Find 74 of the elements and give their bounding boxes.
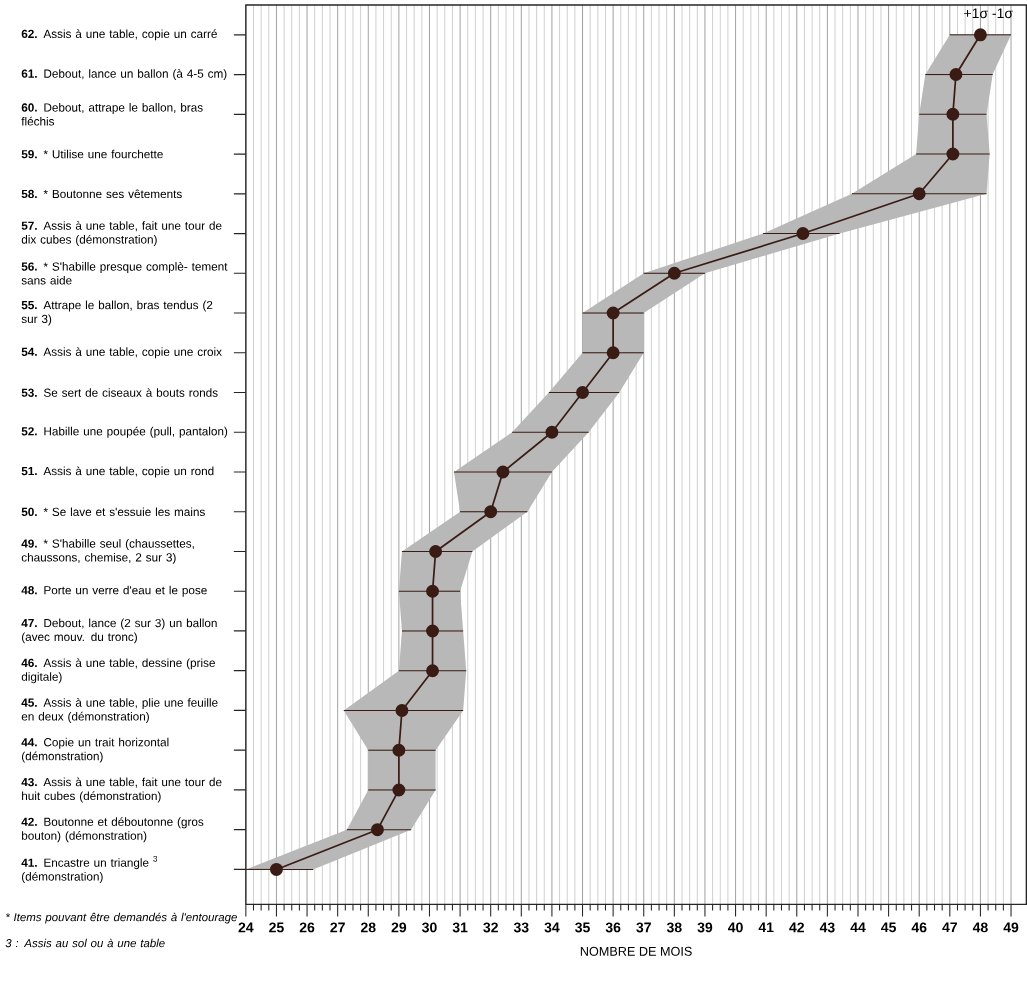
x-tick-label: 33 [513, 922, 529, 933]
x-tick-label: 45 [881, 922, 896, 933]
y-tick-label: 45. Assis à une table, plie une feuille en deux (démonstration) [21, 697, 218, 723]
x-tick-label: 29 [391, 922, 407, 933]
x-tick-label: 24 [238, 922, 254, 933]
point [946, 107, 960, 121]
point [426, 584, 440, 598]
point [912, 187, 926, 201]
y-tick-label: 54. Assis à une table, copie une croix [21, 347, 222, 359]
point [392, 743, 406, 757]
x-tick-label: 49 [1003, 922, 1019, 933]
text: * Items pouvant être demandés à l'entourage [5, 912, 237, 924]
point [429, 544, 443, 558]
y-tick-label: 50.* Se lave et s'essuie les mains [21, 507, 205, 516]
y-tick-label: 44. Copie un trait horizontal (démonstration) [21, 737, 169, 763]
x-tick-label: 42 [789, 922, 804, 933]
category-label: 41. Encastre un triangle $^{3}$ (démonstration) [21, 855, 158, 883]
x-tick-label: 31 [452, 922, 468, 933]
point [545, 425, 559, 439]
x-tick-label: 35 [575, 922, 590, 933]
point [973, 28, 987, 42]
y-tick-label: 52. Habille une poupée (pull, pantalon) [21, 426, 228, 438]
point [426, 624, 440, 638]
y-tick-label: 58.* Boutonne ses vêtements [21, 189, 182, 198]
point [946, 147, 960, 161]
point [392, 783, 406, 797]
x-tick-label: 37 [636, 922, 651, 933]
point [796, 226, 810, 240]
point [484, 505, 498, 519]
point [606, 346, 620, 360]
point [576, 385, 589, 399]
y-tick-label: 61. Debout, lance un ballon (à 4-5 cm) [21, 68, 227, 80]
y-tick-label: 55. Attrape le ballon, bras tendus (2 sur 3) [21, 300, 213, 326]
text: 3 : Assis au sol ou à une table [5, 938, 165, 948]
x-tick-label: 47 [942, 922, 957, 932]
y-tick-label: 49.* S'habille seul (chaussettes, chaussons, chemise, 2 sur 3) [21, 538, 194, 564]
x-tick-label: 39 [697, 922, 713, 933]
annotation: +1σ -1σ [964, 8, 1013, 18]
x-tick-label: 36 [605, 922, 621, 933]
x-tick-label: 41 [758, 922, 774, 932]
x-tick-label: 38 [666, 922, 682, 933]
x-tick-label: 46 [911, 922, 927, 933]
y-tick-label: 42. Boutonne et déboutonne (gros bouton) (démonstration) [21, 817, 204, 842]
x-tick-label: 40 [727, 922, 743, 933]
x-tick-label: 44 [850, 922, 866, 932]
point [496, 465, 510, 479]
y-tick-label: 57. Assis à une table, fait une tour de dix cubes (démonstration) [21, 220, 222, 246]
x-tick-label: 34 [544, 922, 560, 933]
point [949, 67, 963, 81]
y-tick-label: 48. Porte un verre d'eau et le pose [21, 585, 207, 597]
y-tick-label: 47. Debout, lance (2 sur 3) un ballon (avec mouv. du tronc) [21, 618, 217, 644]
point [269, 862, 283, 876]
point [395, 703, 409, 717]
x-tick-label: 26 [299, 922, 315, 933]
x-tick-label: 25 [269, 922, 284, 933]
y-tick-label: 53. Se sert de ciseaux à bouts ronds [21, 387, 218, 397]
point [370, 823, 384, 836]
y-tick-label: 62. Assis à une table, copie un carré [21, 29, 217, 41]
y-tick-label: 60. Debout, attrape le ballon, bras fléchis [21, 102, 203, 126]
x-tick-label: 43 [819, 922, 835, 933]
x-tick-label: 27 [330, 922, 345, 933]
y-tick-label: 51. Assis à une table, copie un rond [21, 466, 214, 478]
point [606, 306, 620, 320]
x-axis-title: NOMBRE DE MOIS [580, 946, 692, 956]
y-tick-label: 43. Assis à une table, fait une tour de huit cubes (démonstration) [21, 777, 222, 803]
x-tick-label: 28 [360, 922, 376, 933]
point [667, 266, 681, 280]
y-tick-label: 59.* Utilise une fourchette [21, 149, 163, 159]
y-tick-label: 56.* S'habille presque complè- tement sans aide [21, 261, 228, 285]
x-tick-label: 32 [483, 922, 498, 933]
x-tick-label: 30 [422, 922, 437, 933]
x-tick-label: 48 [972, 922, 988, 933]
point [426, 664, 440, 678]
y-tick-label: 46. Assis à une table, dessine (prise digitale) [21, 658, 215, 683]
